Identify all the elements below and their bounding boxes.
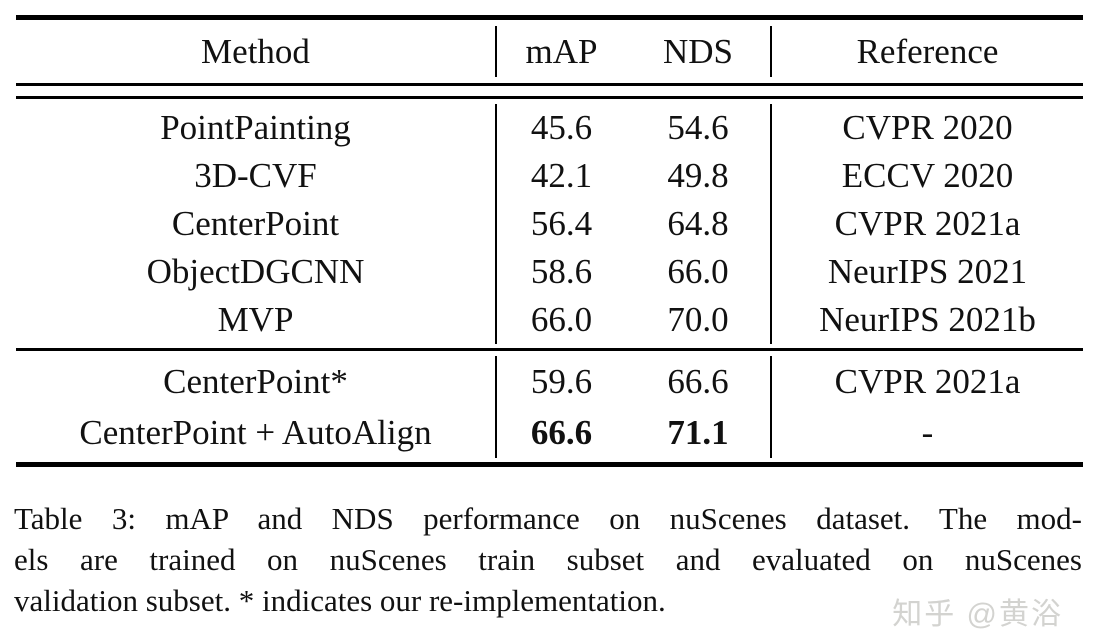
column-header-reference: Reference: [770, 26, 1083, 77]
table-row: CenterPoint + AutoAlign 66.6 71.1 -: [16, 407, 1083, 458]
cell-method: 3D-CVF: [194, 156, 317, 195]
table-row: ObjectDGCNN 58.6 66.0 NeurIPS 2021: [16, 248, 1083, 296]
table-row: CenterPoint* 59.6 66.6 CVPR 2021a: [16, 356, 1083, 407]
table-mid-rule: [16, 348, 1083, 351]
table-top-rule: [16, 15, 1083, 20]
table-bottom-rule: [16, 462, 1083, 467]
cell-method: MVP: [217, 300, 294, 339]
cell-reference: -: [770, 407, 1083, 458]
cell-method: CenterPoint + AutoAlign: [79, 413, 432, 452]
column-header-map: mAP: [495, 26, 626, 77]
table-row: CenterPoint 56.4 64.8 CVPR 2021a: [16, 200, 1083, 248]
cell-map: 59.6: [495, 356, 626, 407]
cell-reference: CVPR 2020: [770, 104, 1083, 152]
watermark: 知乎 @黄浴: [892, 598, 1063, 631]
caption-line: els are trained on nuScenes train subset…: [14, 542, 1082, 577]
cell-reference: ECCV 2020: [770, 152, 1083, 200]
cell-reference: NeurIPS 2021b: [770, 296, 1083, 344]
cell-map: 66.6: [495, 407, 626, 458]
table-row: PointPainting 45.6 54.6 CVPR 2020: [16, 104, 1083, 152]
cell-method: ObjectDGCNN: [146, 252, 365, 291]
cell-reference: CVPR 2021a: [770, 356, 1083, 407]
cell-map: 45.6: [495, 104, 626, 152]
column-header-nds: NDS: [662, 32, 734, 71]
cell-nds: 71.1: [667, 413, 729, 452]
cell-reference: NeurIPS 2021: [770, 248, 1083, 296]
cell-nds: 66.0: [667, 252, 729, 291]
table-header-double-rule: [16, 83, 1083, 99]
caption-line: validation subset. * indicates our re-im…: [14, 583, 666, 618]
cell-method: PointPainting: [160, 108, 351, 147]
cell-nds: 70.0: [667, 300, 729, 339]
cell-map: 56.4: [495, 200, 626, 248]
cell-reference: CVPR 2021a: [770, 200, 1083, 248]
cell-nds: 66.6: [667, 362, 729, 401]
column-header-method: Method: [201, 32, 310, 71]
cell-method: CenterPoint*: [163, 362, 348, 401]
cell-nds: 54.6: [667, 108, 729, 147]
cell-map: 66.0: [495, 296, 626, 344]
caption-line: Table 3: mAP and NDS performance on nuSc…: [14, 501, 1082, 536]
table-body-reimplementation: CenterPoint* 59.6 66.6 CVPR 2021a CenterPoin…: [16, 351, 1083, 462]
cell-map: 42.1: [495, 152, 626, 200]
table-row: MVP 66.0 70.0 NeurIPS 2021b: [16, 296, 1083, 344]
table-header-row: Method mAP NDS Reference: [16, 20, 1083, 83]
table-body-published: PointPainting 45.6 54.6 CVPR 2020 3D-CVF 42.1…: [16, 99, 1083, 348]
results-table: Method mAP NDS Reference PointPainting 45…: [16, 15, 1083, 467]
cell-map: 58.6: [495, 248, 626, 296]
cell-nds: 49.8: [667, 156, 729, 195]
table-caption: Table 3: mAP and NDS performance on nuSc…: [14, 498, 1082, 621]
table-row: 3D-CVF 42.1 49.8 ECCV 2020: [16, 152, 1083, 200]
cell-nds: 64.8: [667, 204, 729, 243]
cell-method: CenterPoint: [171, 204, 340, 243]
